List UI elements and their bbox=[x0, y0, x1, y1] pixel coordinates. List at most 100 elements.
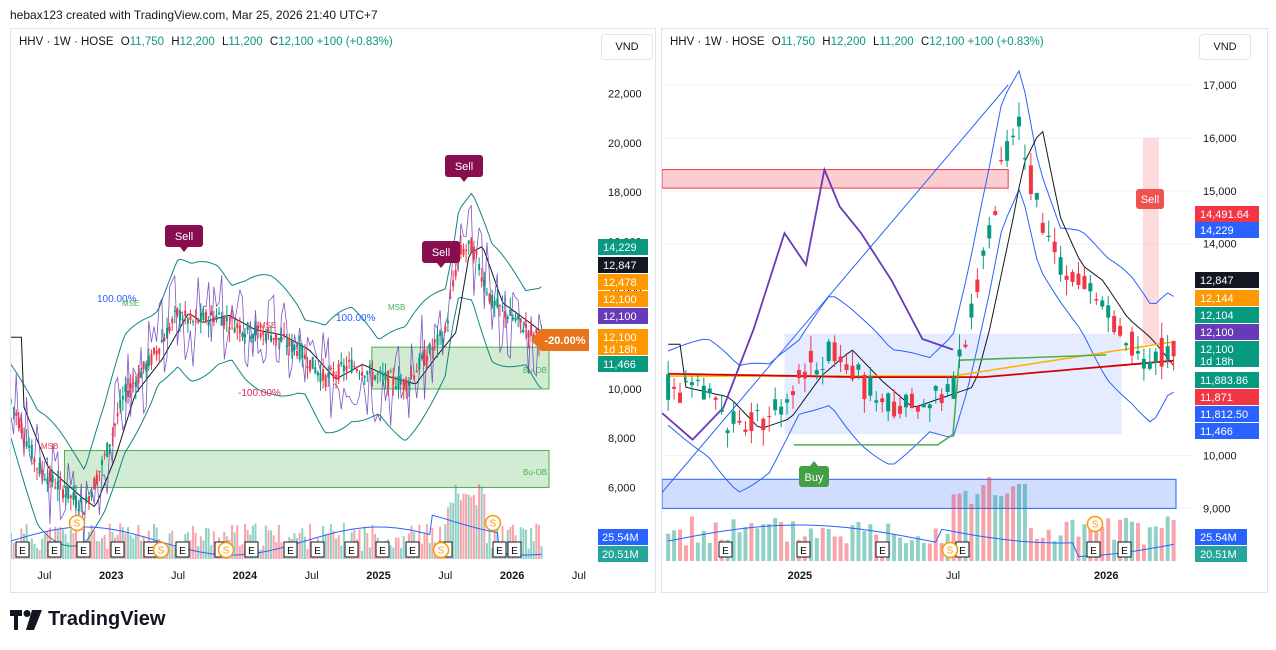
price-candle bbox=[767, 406, 772, 432]
event-letter: E bbox=[496, 546, 503, 557]
price-candle bbox=[725, 427, 730, 448]
price-candle bbox=[116, 402, 119, 425]
volume-bar bbox=[270, 530, 273, 559]
price-candle bbox=[850, 351, 855, 382]
price-candle bbox=[1135, 336, 1140, 360]
price-chart-right[interactable]: Buy Sell 17,000 16,000 15,000 14,000 10,000 9,0… bbox=[661, 29, 1267, 592]
close-value: 12,100 bbox=[929, 36, 965, 48]
currency-button[interactable]: VND bbox=[1199, 34, 1251, 60]
event-letter: E bbox=[114, 546, 121, 557]
price-candle bbox=[749, 402, 754, 444]
bollinger-upper-band bbox=[667, 69, 1174, 366]
price-axis-tag: 12,144 bbox=[1195, 290, 1259, 306]
price-candle bbox=[802, 363, 807, 392]
price-candle bbox=[168, 322, 171, 335]
x-axis-tick-label: 2024 bbox=[233, 570, 258, 582]
close-label: C bbox=[920, 36, 930, 48]
earnings-event-marker: E bbox=[1086, 541, 1101, 558]
price-candle bbox=[483, 271, 486, 293]
volume-bar bbox=[844, 543, 849, 561]
price-candle bbox=[82, 511, 85, 515]
price-candle bbox=[283, 322, 286, 340]
price-candle bbox=[241, 331, 244, 341]
volume-bar bbox=[1082, 524, 1087, 561]
volume-bar bbox=[672, 530, 677, 561]
x-axis-tick-label: 2023 bbox=[99, 570, 123, 582]
price-candle bbox=[311, 356, 314, 370]
event-letter: E bbox=[959, 546, 966, 557]
chart-panel-right[interactable]: HHV · 1W · HOSE O11,750 H12,200 L11,200 … bbox=[661, 28, 1268, 593]
price-candle bbox=[524, 311, 527, 339]
price-candle bbox=[179, 303, 182, 333]
volume-bar bbox=[426, 524, 429, 559]
volume-axis-tag: 25.54M bbox=[598, 529, 648, 545]
price-candle bbox=[1064, 265, 1069, 296]
supply-zone bbox=[661, 169, 1009, 189]
price-candle bbox=[1011, 128, 1016, 146]
volume-bar bbox=[1129, 521, 1134, 561]
symbol-legend: HHV · 1W · HOSE O11,750 H12,200 L11,200 … bbox=[19, 36, 393, 48]
volume-bar bbox=[106, 548, 109, 559]
price-candle bbox=[402, 377, 405, 400]
price-candle bbox=[132, 371, 135, 393]
price-candle bbox=[72, 485, 75, 506]
earnings-event-marker: E bbox=[875, 541, 890, 558]
volume-axis-tag: 20.51M bbox=[1195, 546, 1247, 562]
red-moving-average bbox=[668, 359, 1174, 378]
volume-bar bbox=[137, 524, 140, 559]
price-candle bbox=[49, 465, 52, 488]
volume-bar bbox=[337, 535, 340, 559]
volume-bar bbox=[1153, 526, 1158, 561]
volume-bar bbox=[277, 524, 280, 559]
y-axis-tick-label: 15,000 bbox=[1203, 186, 1237, 198]
price-candle bbox=[134, 375, 137, 400]
volume-bar bbox=[957, 493, 962, 561]
volume-bar bbox=[153, 523, 156, 559]
price-chart-left[interactable]: Bu-OB Bu-OB Sell Sell Sell 100.00% 100.00% -100… bbox=[10, 29, 655, 592]
event-letter: E bbox=[248, 546, 255, 557]
structure-label: MSB bbox=[41, 442, 58, 451]
symbol-label[interactable]: HHV · 1W · HOSE bbox=[670, 36, 765, 48]
volume-bar bbox=[389, 545, 392, 559]
volume-bar bbox=[233, 532, 236, 559]
price-candle bbox=[342, 358, 345, 382]
price-tag-label: 12,104 bbox=[1200, 310, 1234, 322]
low-value: 11,200 bbox=[228, 36, 263, 48]
fib-level-label: 100.00% bbox=[97, 294, 137, 305]
price-candle bbox=[439, 329, 442, 346]
price-candle bbox=[832, 335, 837, 368]
price-axis-tag: 11,466 bbox=[598, 356, 648, 372]
volume-bar bbox=[773, 518, 778, 561]
price-candle bbox=[981, 247, 986, 270]
price-candle bbox=[488, 293, 491, 305]
price-candle bbox=[233, 319, 236, 334]
price-candle bbox=[225, 305, 228, 332]
price-candle bbox=[467, 240, 470, 255]
currency-button[interactable]: VND bbox=[601, 34, 653, 60]
earnings-event-marker: E bbox=[283, 541, 298, 558]
volume-bar bbox=[1076, 536, 1081, 561]
x-axis-tick-label: 2026 bbox=[500, 570, 524, 582]
volume-bar bbox=[140, 540, 143, 559]
volume-bar bbox=[259, 549, 262, 559]
volume-bar bbox=[238, 546, 241, 559]
price-candle bbox=[296, 344, 299, 359]
price-candle bbox=[36, 467, 39, 480]
price-candle bbox=[426, 349, 429, 370]
price-candle bbox=[868, 367, 873, 402]
price-candle bbox=[15, 409, 18, 426]
chart-panel-left[interactable]: HHV · 1W · HOSE O11,750 H12,200 L11,200 … bbox=[10, 28, 656, 593]
volume-bar bbox=[1135, 522, 1140, 561]
price-candle bbox=[485, 288, 488, 296]
symbol-label[interactable]: HHV · 1W · HOSE bbox=[19, 36, 114, 48]
price-candle bbox=[1129, 326, 1134, 365]
volume-bar bbox=[119, 523, 122, 559]
volume-bar bbox=[868, 524, 873, 561]
tradingview-logo[interactable]: TradingView bbox=[10, 608, 165, 631]
volume-bar bbox=[371, 524, 374, 559]
price-candle bbox=[264, 328, 267, 344]
price-candle bbox=[394, 376, 397, 391]
zone-label: Bu-OB bbox=[523, 366, 547, 375]
price-candle bbox=[491, 289, 494, 309]
